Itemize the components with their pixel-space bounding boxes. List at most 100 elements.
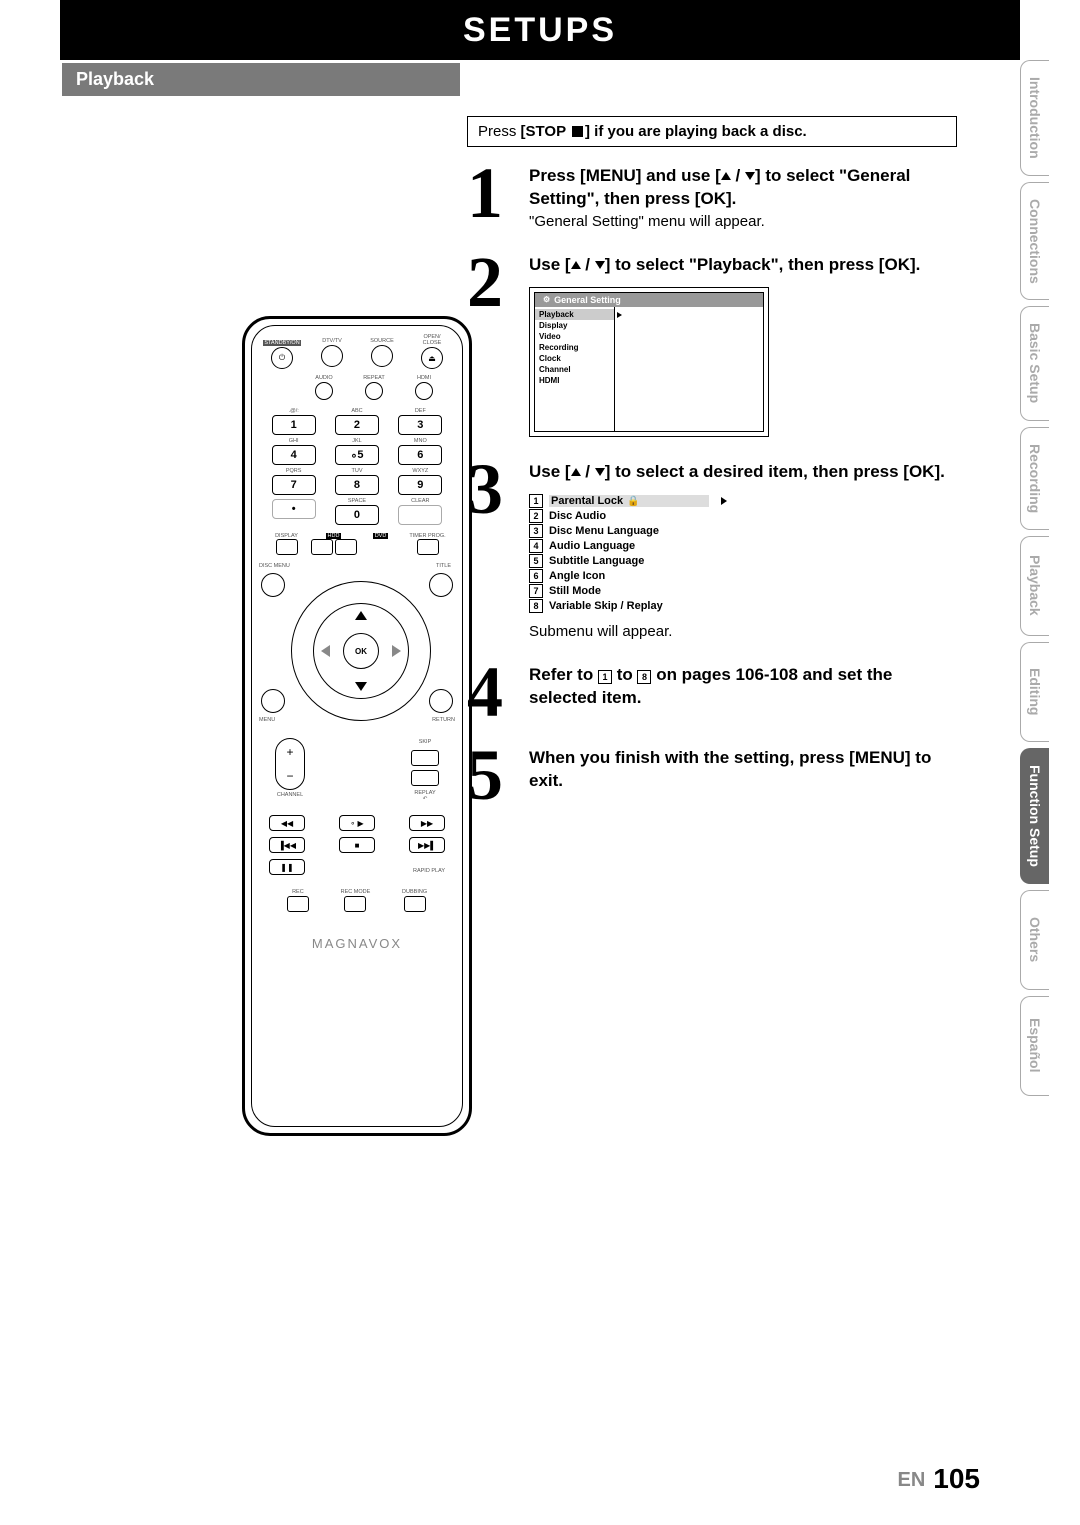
submenu-row: 4Audio Language xyxy=(529,539,957,553)
stop-note: Press [STOP ] if you are playing back a … xyxy=(467,116,957,147)
label: DISC MENU xyxy=(259,563,290,569)
tab-playback: Playback xyxy=(1020,536,1049,636)
label: RAPID PLAY xyxy=(413,868,445,874)
item-label: Angle Icon xyxy=(549,570,605,582)
num-button: 4 xyxy=(272,445,316,465)
disc-menu-button xyxy=(261,573,285,597)
pause-button: ❚❚ xyxy=(269,859,305,875)
menu-button xyxy=(261,689,285,713)
item-label: Audio Language xyxy=(549,540,635,552)
skip-button xyxy=(411,750,439,766)
menu-titlebar: ⚙ General Setting xyxy=(535,293,763,307)
section-bar: Playback xyxy=(62,63,460,96)
submenu-row: 3Disc Menu Language xyxy=(529,524,957,538)
label: TITLE xyxy=(436,563,451,569)
timer-button xyxy=(417,539,439,555)
arrow-right-icon xyxy=(721,497,727,505)
ref-box: 8 xyxy=(637,670,651,684)
num-button: • xyxy=(272,499,316,519)
text: Press xyxy=(478,123,521,140)
label: REC xyxy=(287,889,309,895)
down-icon xyxy=(595,468,605,476)
label: REPEAT xyxy=(349,375,399,381)
text: ] if you are playing back a disc. xyxy=(585,123,807,140)
item-label: Disc Audio xyxy=(549,510,606,522)
label: AUDIO xyxy=(299,375,349,381)
page-footer: EN105 xyxy=(897,1463,980,1495)
submenu-screenshot: 1 Parental Lock🔒 2 Disc Audio 3Disc Menu … xyxy=(529,494,957,613)
item-number: 3 xyxy=(529,524,543,538)
step-number: 4 xyxy=(467,658,529,723)
label: STANDBY/ON xyxy=(263,340,300,346)
label: RETURN xyxy=(432,717,455,723)
play-button: ∘ ▶ xyxy=(339,815,375,831)
label: DUBBING xyxy=(402,889,427,895)
submenu-row: 2 Disc Audio xyxy=(529,509,957,523)
audio-button xyxy=(315,382,333,400)
item-number: 6 xyxy=(529,569,543,583)
menu-screenshot: ⚙ General Setting Playback Display Video… xyxy=(529,287,769,437)
label: REC MODE xyxy=(341,889,371,895)
left-icon xyxy=(321,645,330,657)
step-5: 5 When you finish with the setting, pres… xyxy=(467,741,957,806)
source-button xyxy=(371,345,393,367)
stop-icon xyxy=(572,126,583,137)
label: DVD xyxy=(373,533,389,539)
hdmi-button xyxy=(415,382,433,400)
submenu-row: 1 Parental Lock🔒 xyxy=(529,494,957,508)
menu-item: HDMI xyxy=(535,375,614,386)
menu-list: Playback Display Video Recording Clock C… xyxy=(535,307,615,431)
brand-logo: MAGNAVOX xyxy=(257,936,457,951)
tab-basic-setup: Basic Setup xyxy=(1020,306,1049,420)
clear-button xyxy=(398,505,442,525)
lang-label: EN xyxy=(897,1469,925,1491)
item-label: Parental Lock🔒 xyxy=(549,495,709,507)
right-icon xyxy=(392,645,401,657)
tab-connections: Connections xyxy=(1020,182,1049,301)
menu-item: Playback xyxy=(535,309,614,320)
submenu-row: 5 Subtitle Language xyxy=(529,554,957,568)
forward-button: ▶▶ xyxy=(409,815,445,831)
step-2: 2 Use [ / ] to select "Playback", then p… xyxy=(467,248,957,437)
label: REPLAY xyxy=(414,790,435,796)
step-3: 3 Use [ / ] to select a desired item, th… xyxy=(467,455,957,640)
item-number: 2 xyxy=(529,509,543,523)
lock-icon: 🔒 xyxy=(627,496,639,507)
menu-item: Recording xyxy=(535,342,614,353)
repeat-button xyxy=(365,382,383,400)
down-icon xyxy=(745,172,755,180)
menu-item: Display xyxy=(535,320,614,331)
menu-item: Video xyxy=(535,331,614,342)
num-button: 6 xyxy=(398,445,442,465)
num-button: 2 xyxy=(335,415,379,435)
eject-button: ⏏ xyxy=(421,347,443,369)
label: CHANNEL xyxy=(275,792,305,798)
recmode-button xyxy=(344,896,366,912)
num-button: 7 xyxy=(272,475,316,495)
replay-button xyxy=(411,770,439,786)
submenu-row: 8Variable Skip / Replay xyxy=(529,599,957,613)
step-title: Press [MENU] and use [ / ] to select "Ge… xyxy=(529,165,957,211)
tab-others: Others xyxy=(1020,890,1049,990)
remote-illustration: STANDBY/ON⏻ DTV/TV SOURCE OPEN/ CLOSE⏏ A… xyxy=(242,316,472,1136)
menu-item: Clock xyxy=(535,353,614,364)
standby-button: ⏻ xyxy=(271,347,293,369)
up-icon xyxy=(571,261,581,269)
dubbing-button xyxy=(404,896,426,912)
menu-title: General Setting xyxy=(554,295,621,305)
prev-button: ▐◀◀ xyxy=(269,837,305,853)
up-icon xyxy=(571,468,581,476)
item-label: Subtitle Language xyxy=(549,555,644,567)
gear-icon: ⚙ xyxy=(543,295,550,304)
step-4: 4 Refer to 1 to 8 on pages 106-108 and s… xyxy=(467,658,957,723)
step-1: 1 Press [MENU] and use [ / ] to select "… xyxy=(467,159,957,230)
tab-recording: Recording xyxy=(1020,427,1049,530)
tab-editing: Editing xyxy=(1020,642,1049,742)
step-title: Use [ / ] to select a desired item, then… xyxy=(529,461,957,484)
tab-introduction: Introduction xyxy=(1020,60,1049,176)
label: DTV/TV xyxy=(307,338,357,344)
dpad: DISC MENU TITLE MENU RETURN OK xyxy=(257,563,457,723)
item-number: 5 xyxy=(529,554,543,568)
side-tabs: Introduction Connections Basic Setup Rec… xyxy=(1020,60,1080,1102)
title-button xyxy=(429,573,453,597)
